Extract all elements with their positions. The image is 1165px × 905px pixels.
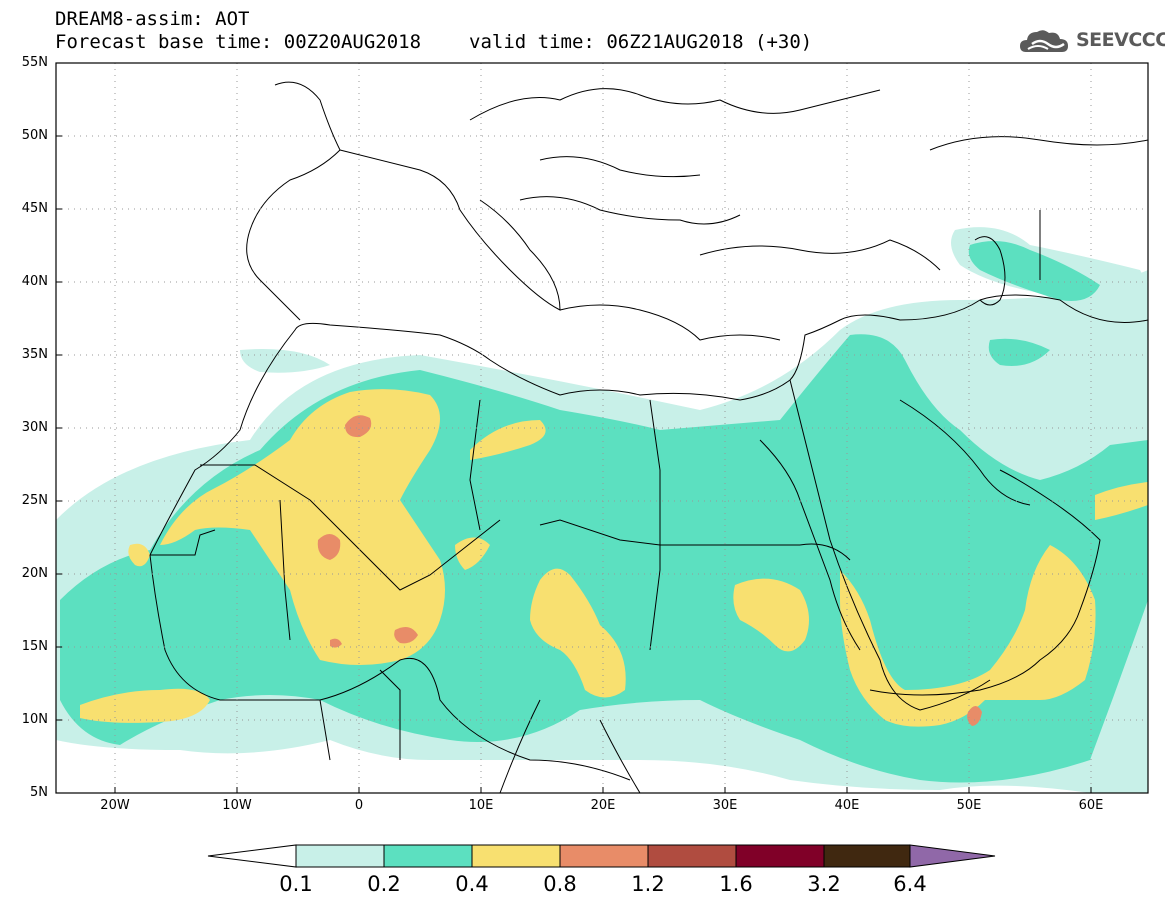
colorbar-label-0.4: 0.4 (455, 872, 489, 896)
lat-label-30n: 30N (21, 420, 48, 435)
forecast-base-time: Forecast base time: 00Z20AUG2018 (55, 31, 422, 53)
cloud-logo-icon (1020, 30, 1068, 52)
colorbar-segment-3 (471, 844, 561, 868)
colorbar-segment-6 (735, 844, 825, 868)
lon-label-10e: 10E (468, 798, 494, 813)
lon-label-30e: 30E (712, 798, 738, 813)
gridlines (56, 63, 1148, 793)
colorbar-over (909, 844, 996, 868)
lon-label-0: 0 (354, 798, 364, 813)
colorbar-under (207, 844, 297, 868)
colorbar-label-0.1: 0.1 (279, 872, 313, 896)
lat-label-40n: 40N (21, 274, 48, 289)
lat-label-15n: 15N (21, 639, 48, 654)
logo-text: SEEVCCC (1076, 29, 1165, 51)
colorbar-label-1.6: 1.6 (719, 872, 753, 896)
colorbar-label-0.8: 0.8 (543, 872, 577, 896)
valid-time: valid time: 06Z21AUG2018 (+30) (469, 31, 813, 53)
lon-label-40e: 40E (834, 798, 860, 813)
lat-label-20n: 20N (21, 566, 48, 581)
lat-label-45n: 45N (21, 201, 48, 216)
lon-label-50e: 50E (956, 798, 982, 813)
map-subtitle: Forecast base time: 00Z20AUG2018 valid ti… (55, 31, 812, 53)
map-frame (55, 62, 1149, 794)
colorbar-segment-5 (647, 844, 737, 868)
colorbar-segment-7 (823, 844, 911, 868)
lon-label-20e: 20E (590, 798, 616, 813)
lat-label-35n: 35N (21, 347, 48, 362)
seevccc-logo: SEEVCCC (1018, 24, 1165, 58)
lat-label-10n: 10N (21, 712, 48, 727)
lon-label-60e: 60E (1078, 798, 1104, 813)
colorbar-segment-2 (383, 844, 473, 868)
lat-label-5n: 5N (30, 785, 48, 800)
lon-label-20w: 20W (100, 798, 130, 813)
colorbar-label-3.2: 3.2 (807, 872, 841, 896)
colorbar-segment-4 (559, 844, 649, 868)
aot-field (56, 227, 1148, 793)
colorbar-label-1.2: 1.2 (631, 872, 665, 896)
colorbar-segment-1 (295, 844, 385, 868)
lat-label-55n: 55N (21, 55, 48, 70)
aot-band-0.8-1.2 (317, 415, 982, 726)
coastlines (149, 81, 1148, 793)
map-title: DREAM8-assim: AOT (55, 8, 250, 30)
lat-label-50n: 50N (21, 128, 48, 143)
colorbar-label-6.4: 6.4 (893, 872, 927, 896)
lat-label-25n: 25N (21, 493, 48, 508)
axis-ticks (56, 135, 1092, 793)
colorbar-label-0.2: 0.2 (367, 872, 401, 896)
lon-label-10w: 10W (222, 798, 252, 813)
aot-band-0.4-0.8 (80, 389, 1148, 727)
colorbar (207, 844, 996, 868)
